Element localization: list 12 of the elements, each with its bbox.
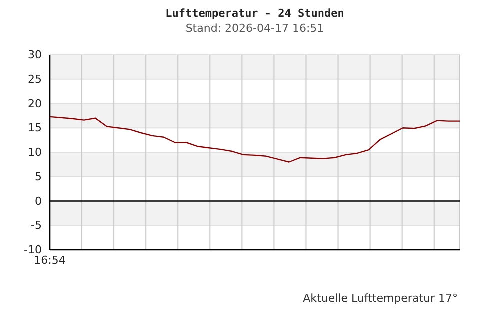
y-tick-label: 5: [35, 170, 42, 184]
y-tick-label: 15: [28, 122, 42, 135]
chart-title: Lufttemperatur - 24 Stunden: [166, 7, 344, 20]
text: Aktuelle Lufttemperatur 17°: [303, 292, 458, 305]
y-tick-label: 10: [28, 146, 42, 160]
y-tick-label: 25: [28, 72, 42, 86]
line-series: [49, 116, 461, 163]
y-tick-label: 30: [28, 48, 42, 62]
y-tick-label: -5: [31, 219, 42, 232]
chart-subtitle: Stand: 2026-04-17 16:51: [186, 22, 324, 35]
y-tick-label: 0: [35, 194, 42, 208]
y-tick-label: 20: [28, 97, 42, 110]
